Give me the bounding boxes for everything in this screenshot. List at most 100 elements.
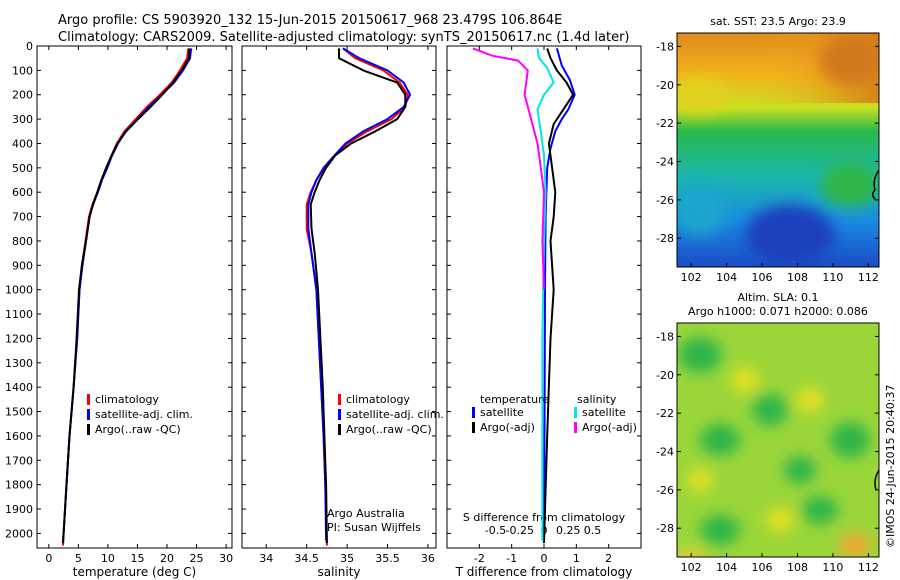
temp-x-tick-label: 20 — [160, 552, 174, 565]
diff-x2-tick-label: 0.25 — [556, 524, 581, 537]
temp-y-tick-label: 200 — [12, 89, 33, 102]
sal-series-climatology — [305, 47, 409, 546]
sla_map-x-tick-label: 110 — [822, 561, 843, 574]
sal-legend-label: climatology — [346, 393, 410, 406]
temp-legend-label: climatology — [95, 393, 159, 406]
sal-annotation-line-2: PI: Susan Wijffels — [327, 521, 421, 534]
temp-series-climatology — [62, 48, 190, 546]
sal-frame — [241, 45, 437, 549]
temp-y-tick-label: 1000 — [5, 284, 33, 297]
temp-y-tick-label: 800 — [12, 235, 33, 248]
temp-x-tick-label: 0 — [45, 552, 52, 565]
sst_map-y-tick-label: -28 — [656, 232, 674, 245]
sla-coastline — [874, 469, 880, 491]
sst_map-x-tick-label: 112 — [858, 271, 879, 284]
temp-y-tick-label: 1800 — [5, 479, 33, 492]
sst_map-y-tick-label: -26 — [656, 194, 674, 207]
sst_map-x-tick-label: 110 — [822, 271, 843, 284]
imos-credit: ©IMOS 24-Jun-2015 20:40:37 — [884, 384, 897, 548]
sal-annotation-line-1: Argo Australia — [327, 507, 405, 520]
sst-coastline — [872, 169, 880, 201]
header-line-2: Climatology: CARS2009. Satellite-adjuste… — [58, 30, 630, 45]
sla-map-subtitle: Argo h1000: 0.071 h2000: 0.086 — [688, 305, 868, 318]
temp-series-satellite-adj-clim- — [62, 48, 193, 541]
diff-series-salinity-argo-adj- — [472, 47, 545, 290]
diff-series-temperature-satellite — [543, 48, 576, 541]
sal-legend-swatch — [338, 409, 341, 420]
diff-series-temperature-argo-adj- — [543, 48, 575, 544]
temp-legend-label: satellite-adj. clim. — [95, 408, 193, 421]
diff-x-axis-label: T difference from climatology — [455, 565, 633, 579]
temp-x-tick-label: 15 — [130, 552, 144, 565]
temp-y-tick-label: 700 — [12, 211, 33, 224]
temp-y-tick-label: 300 — [12, 113, 33, 126]
diff-legend-swatch — [472, 422, 475, 433]
temp-y-tick-label: 1300 — [5, 357, 33, 370]
sal-series-satellite-adj-clim- — [307, 47, 412, 541]
header-line-1: Argo profile: CS 5903920_132 15-Jun-2015… — [58, 13, 563, 28]
header: Argo profile: CS 5903920_132 15-Jun-2015… — [58, 12, 630, 46]
temp-y-tick-label: 500 — [12, 162, 33, 175]
sst_map-y-tick-label: -20 — [656, 79, 674, 92]
sal-legend-swatch — [338, 394, 341, 405]
diff-x2-tick-label: -0.5 — [485, 524, 506, 537]
temp-y-tick-label: 2000 — [5, 527, 33, 540]
temp-x-tick-label: 25 — [190, 552, 204, 565]
temp-y-tick-label: 1100 — [5, 308, 33, 321]
sst_map-y-tick-label: -18 — [656, 40, 674, 53]
diff-legend-label: Argo(-adj) — [480, 421, 535, 434]
temp-legend-swatch — [87, 424, 90, 435]
diff-x2-tick-label: -0.25 — [506, 524, 534, 537]
sla_map-x-tick-label: 102 — [681, 561, 702, 574]
diff-legend-label: Argo(-adj) — [582, 421, 637, 434]
diff-legend-swatch — [574, 407, 577, 418]
temp-frame — [36, 45, 233, 549]
diff-legend-label: satellite — [480, 406, 524, 419]
sla_map-y-tick-label: -24 — [656, 446, 674, 459]
sal-x-tick-label: 34.5 — [294, 552, 319, 565]
sal-x-tick-label: 35.5 — [375, 552, 400, 565]
sst_map-x-tick-label: 108 — [787, 271, 808, 284]
sla_map-y-tick-label: -22 — [656, 407, 674, 420]
temp-y-tick-label: 0 — [26, 40, 33, 53]
sla_map-y-tick-label: -18 — [656, 330, 674, 343]
diff-x-tick-label: -1 — [506, 552, 517, 565]
sla-map-fill — [677, 323, 879, 557]
temp-y-tick-label: 1500 — [5, 406, 33, 419]
sst-map-fill — [677, 33, 879, 267]
sal-legend-swatch — [338, 424, 341, 435]
sla_map-y-tick-label: -26 — [656, 484, 674, 497]
diff-legend-swatch — [472, 407, 475, 418]
temp-y-tick-label: 1900 — [5, 503, 33, 516]
sal-x-tick-label: 34 — [259, 552, 273, 565]
temp-x-axis-label: temperature (deg C) — [73, 565, 196, 579]
sla-map-title: Altim. SLA: 0.1 — [737, 291, 818, 304]
diff-series-salinity-satellite — [536, 48, 555, 541]
diff-legend-swatch — [574, 422, 577, 433]
sla_map-x-tick-label: 104 — [716, 561, 737, 574]
temp-x-tick-label: 10 — [101, 552, 115, 565]
sst_map-frame — [676, 32, 880, 268]
temp-x-tick-label: 5 — [75, 552, 82, 565]
diff-x2-tick-label: 0.5 — [584, 524, 602, 537]
sla_map-frame — [676, 322, 880, 558]
temp-y-tick-label: 600 — [12, 186, 33, 199]
sst_map-x-tick-label: 106 — [752, 271, 773, 284]
sla_map-y-tick-label: -28 — [656, 522, 674, 535]
sla_map-y-tick-label: -20 — [656, 369, 674, 382]
diff-legend-header-salinity: salinity — [577, 393, 617, 406]
temp-legend-swatch — [87, 394, 90, 405]
sst_map-x-tick-label: 102 — [681, 271, 702, 284]
diff-x-tick-label: 1 — [573, 552, 580, 565]
temp-series-argo-raw-qc- — [62, 48, 191, 544]
sst_map-y-tick-label: -22 — [656, 117, 674, 130]
diff-x-tick-label: 0 — [541, 552, 548, 565]
temp-y-tick-label: 900 — [12, 259, 33, 272]
diff-legend-header-temperature: temperature — [480, 393, 549, 406]
diff-legend-label: satellite — [582, 406, 626, 419]
temp-y-tick-label: 100 — [12, 64, 33, 77]
sla_map-x-tick-label: 106 — [752, 561, 773, 574]
temp-y-tick-label: 1400 — [5, 381, 33, 394]
temp-legend-swatch — [87, 409, 90, 420]
temp-x-tick-label: 30 — [219, 552, 233, 565]
